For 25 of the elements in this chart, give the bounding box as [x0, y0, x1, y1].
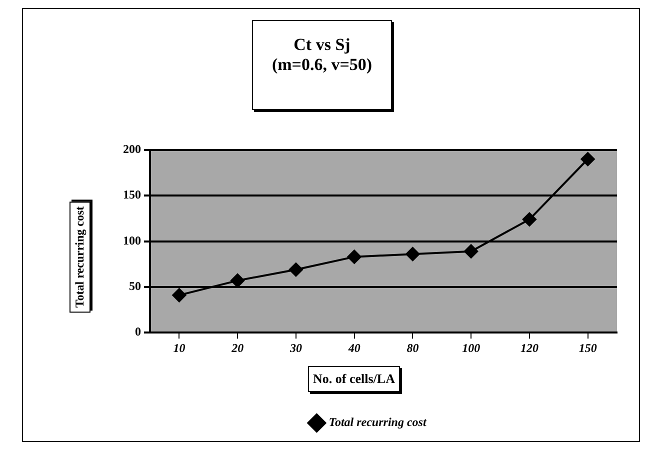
legend-label: Total recurring cost — [328, 415, 427, 430]
chart-title: Ct vs Sj (m=0.6, v=50) — [252, 20, 392, 110]
x-tick-label: 30 — [288, 340, 302, 355]
x-tick-label: 40 — [347, 340, 360, 355]
x-tick-label: 100 — [462, 340, 480, 355]
point — [172, 288, 186, 302]
x-tick-label: 120 — [520, 340, 538, 355]
y-tick-label: 50 — [129, 279, 141, 294]
point — [406, 247, 420, 262]
y-tick-label: 0 — [135, 324, 141, 339]
point — [347, 250, 362, 264]
point — [464, 244, 478, 258]
y-tick-label: 150 — [123, 188, 141, 202]
x-tick-label: 10 — [173, 340, 186, 355]
x-axis-title: No. of cells/LA — [308, 366, 400, 392]
x-tick-label: 80 — [406, 340, 419, 355]
y-tick-label: 200 — [123, 142, 141, 156]
point — [522, 212, 536, 226]
y-axis-title: Total recurring cost — [70, 201, 90, 313]
x-tick-label: 20 — [230, 340, 244, 355]
x-tick-label: 150 — [578, 340, 597, 355]
y-tick-label: 100 — [123, 233, 141, 248]
point — [230, 274, 245, 288]
point — [580, 152, 595, 166]
point — [288, 262, 303, 277]
